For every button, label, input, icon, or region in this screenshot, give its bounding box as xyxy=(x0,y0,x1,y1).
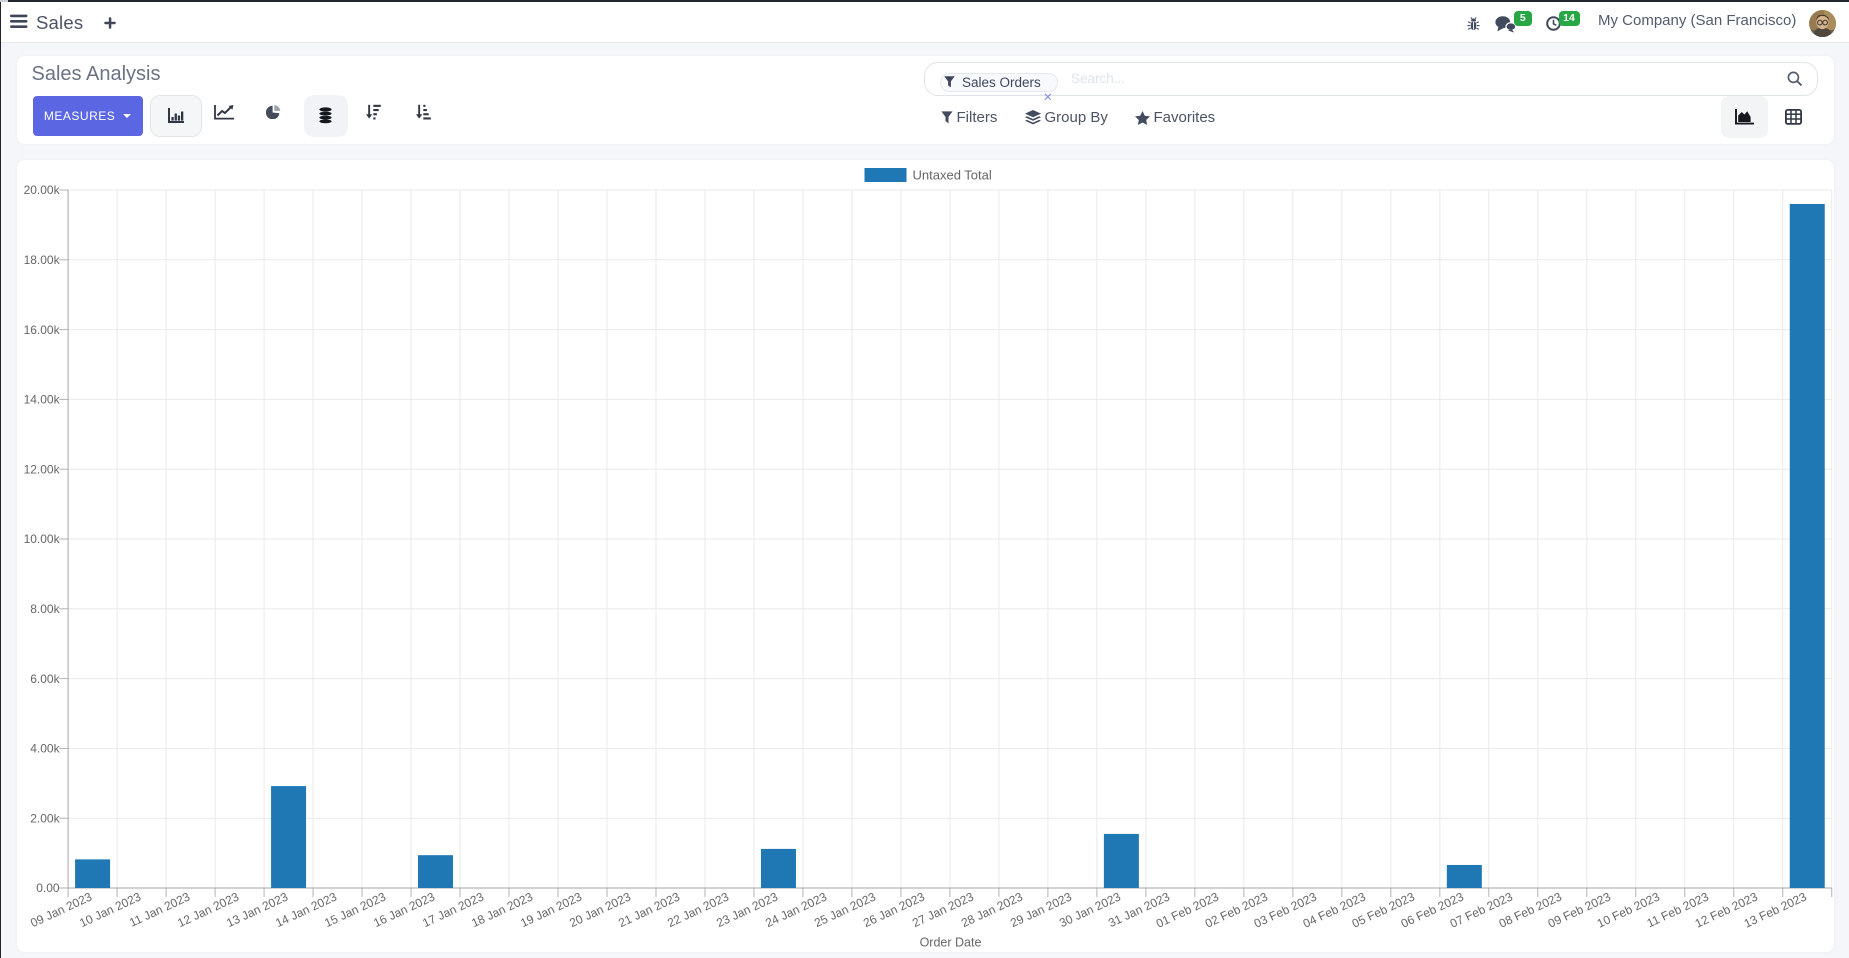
svg-text:Untaxed Total: Untaxed Total xyxy=(912,168,991,183)
svg-text:6.00k: 6.00k xyxy=(30,672,60,686)
svg-text:Order Date: Order Date xyxy=(919,936,981,950)
svg-text:10.00k: 10.00k xyxy=(23,532,60,546)
svg-text:2.00k: 2.00k xyxy=(30,811,60,825)
svg-text:8.00k: 8.00k xyxy=(30,602,60,616)
svg-text:16.00k: 16.00k xyxy=(23,323,60,337)
svg-text:14.00k: 14.00k xyxy=(23,393,60,407)
svg-text:18.00k: 18.00k xyxy=(23,253,60,267)
svg-text:4.00k: 4.00k xyxy=(30,742,60,756)
svg-text:20.00k: 20.00k xyxy=(23,183,60,197)
svg-text:12.00k: 12.00k xyxy=(23,462,60,476)
svg-text:0.00: 0.00 xyxy=(36,881,60,895)
